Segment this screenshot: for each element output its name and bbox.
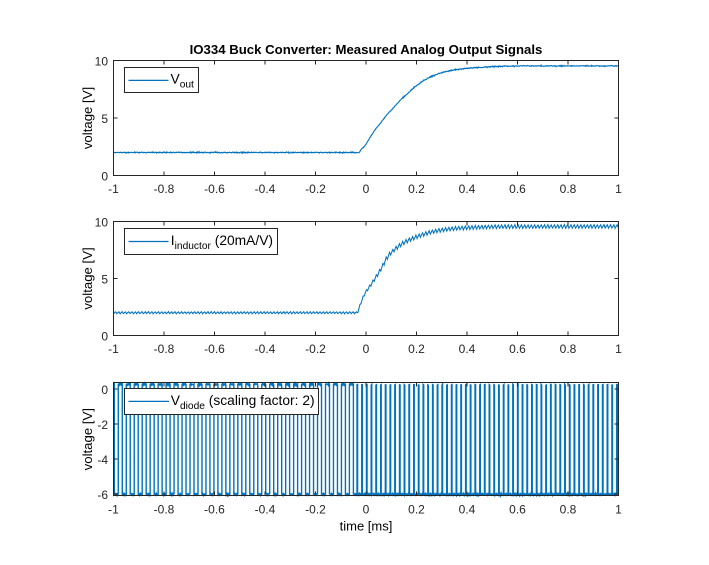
svg-text:0.8: 0.8 <box>560 342 577 356</box>
svg-text:5: 5 <box>101 112 108 126</box>
svg-text:0: 0 <box>363 502 370 516</box>
svg-text:-1: -1 <box>108 502 119 516</box>
svg-text:0.6: 0.6 <box>509 182 526 196</box>
svg-text:0: 0 <box>101 383 108 397</box>
svg-text:-0.8: -0.8 <box>154 182 175 196</box>
svg-text:-0.6: -0.6 <box>204 342 225 356</box>
svg-text:voltage [V]: voltage [V] <box>80 247 95 309</box>
svg-text:-6: -6 <box>97 488 108 502</box>
svg-text:0.6: 0.6 <box>509 502 526 516</box>
svg-text:10: 10 <box>95 216 109 230</box>
svg-text:-0.6: -0.6 <box>204 182 225 196</box>
svg-text:10: 10 <box>95 55 109 69</box>
svg-text:time [ms]: time [ms] <box>340 518 393 533</box>
svg-text:voltage [V]: voltage [V] <box>80 87 95 149</box>
svg-text:-0.8: -0.8 <box>154 502 175 516</box>
svg-text:0.2: 0.2 <box>408 182 425 196</box>
svg-text:0.4: 0.4 <box>459 182 476 196</box>
svg-text:1: 1 <box>615 502 622 516</box>
svg-text:0: 0 <box>363 342 370 356</box>
svg-text:-2: -2 <box>97 418 108 432</box>
svg-text:0.4: 0.4 <box>459 342 476 356</box>
svg-text:5: 5 <box>101 273 108 287</box>
svg-text:0: 0 <box>363 182 370 196</box>
svg-text:-0.2: -0.2 <box>305 502 326 516</box>
svg-text:0: 0 <box>101 330 108 344</box>
svg-text:-0.2: -0.2 <box>305 182 326 196</box>
svg-text:-0.4: -0.4 <box>255 502 276 516</box>
svg-text:Vdiode (scaling factor: 2): Vdiode (scaling factor: 2) <box>171 393 315 412</box>
svg-text:-0.6: -0.6 <box>204 502 225 516</box>
svg-text:-4: -4 <box>97 453 108 467</box>
svg-text:voltage [V]: voltage [V] <box>80 408 95 470</box>
svg-text:0.4: 0.4 <box>459 502 476 516</box>
svg-text:IO334 Buck Converter: Measured: IO334 Buck Converter: Measured Analog Ou… <box>190 42 543 57</box>
svg-text:1: 1 <box>615 182 622 196</box>
svg-text:0: 0 <box>101 170 108 184</box>
svg-text:-1: -1 <box>108 182 119 196</box>
svg-text:-0.4: -0.4 <box>255 182 276 196</box>
svg-text:-0.2: -0.2 <box>305 342 326 356</box>
svg-text:0.2: 0.2 <box>408 502 425 516</box>
svg-text:0.6: 0.6 <box>509 342 526 356</box>
svg-text:0.8: 0.8 <box>560 182 577 196</box>
svg-text:0.8: 0.8 <box>560 502 577 516</box>
svg-text:-0.8: -0.8 <box>154 342 175 356</box>
svg-text:-1: -1 <box>108 342 119 356</box>
svg-text:-0.4: -0.4 <box>255 342 276 356</box>
svg-text:1: 1 <box>615 342 622 356</box>
svg-text:0.2: 0.2 <box>408 342 425 356</box>
